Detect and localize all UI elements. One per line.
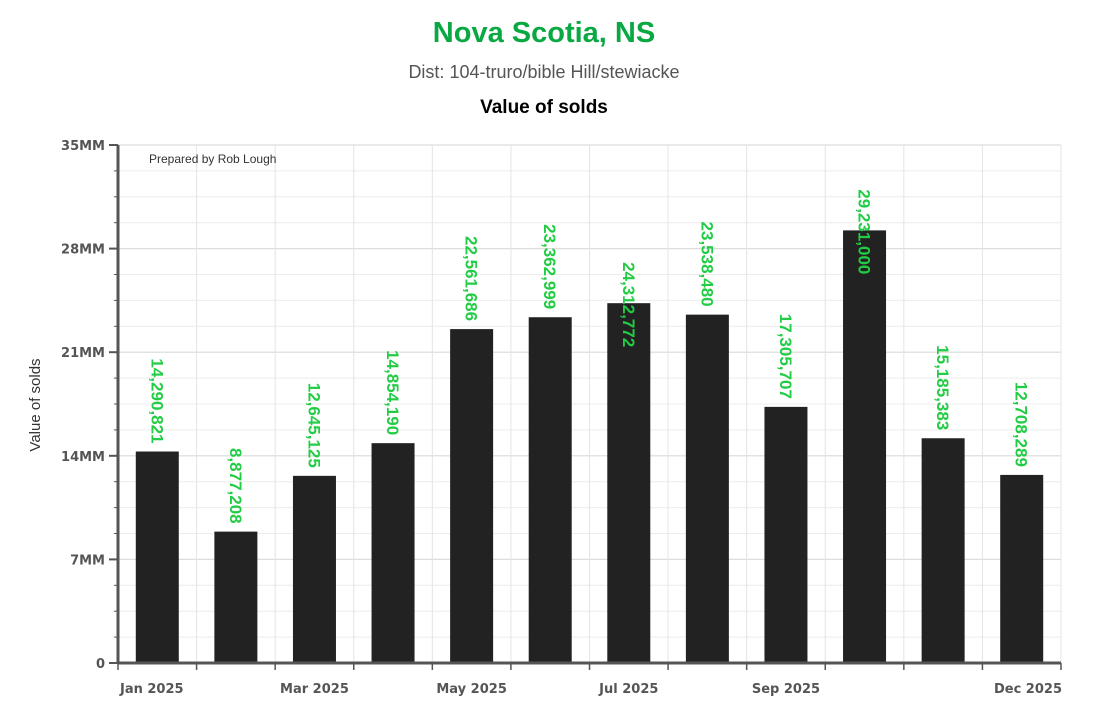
y-axis-title: Value of solds [27, 358, 44, 451]
grid [117, 144, 1062, 663]
data-labels: 14,290,821 8,877,208 12,645,125 14,854,190 2… [147, 189, 1030, 523]
data-label: 14,854,190 [383, 350, 402, 435]
bar-dec-2025 [1000, 474, 1044, 663]
x-tick-label: Jul 2025 [598, 682, 658, 697]
x-tick-label: Sep 2025 [752, 682, 820, 697]
data-label: 29,231,000 [855, 189, 874, 274]
bar-jul-2025 [607, 303, 651, 663]
tick-labels: 0 7MM 14MM 21MM 28MM 35MM Jan 2025 Mar 2025 May … [61, 139, 1062, 697]
data-label: 24,312,772 [619, 262, 638, 347]
bar-sep-2025 [764, 406, 808, 663]
y-tick-label: 7MM [70, 553, 105, 568]
bar-nov-2025 [921, 438, 965, 663]
bar-jun-2025 [528, 317, 572, 663]
y-tick-label: 21MM [61, 346, 105, 361]
y-tick-label: 28MM [61, 243, 105, 258]
data-label: 8,877,208 [226, 448, 245, 524]
chart-title: Nova Scotia, NS [433, 17, 655, 49]
data-label: 15,185,383 [933, 345, 952, 430]
bar-mar-2025 [292, 475, 336, 663]
x-tick-label: Jan 2025 [119, 682, 184, 697]
x-tick-label: Dec 2025 [994, 682, 1062, 697]
bar-may-2025 [450, 329, 494, 663]
bars [135, 230, 1044, 663]
data-label: 23,538,480 [697, 222, 716, 307]
data-label: 23,362,999 [540, 224, 559, 309]
data-label: 12,708,289 [1012, 382, 1031, 467]
data-label: 22,561,686 [462, 236, 481, 321]
bar-aug-2025 [685, 314, 729, 663]
x-tick-label: Mar 2025 [280, 682, 349, 697]
axes [109, 144, 1062, 670]
data-label: 14,290,821 [147, 358, 166, 443]
y-tick-label: 35MM [61, 139, 105, 154]
bar-oct-2025 [843, 230, 887, 663]
chart-subtitle: Dist: 104-truro/bible Hill/stewiacke [408, 62, 679, 82]
chart-caption: Value of solds [480, 97, 608, 118]
x-tick-label: May 2025 [436, 682, 507, 697]
data-label: 12,645,125 [304, 383, 323, 468]
data-label: 17,305,707 [776, 314, 795, 399]
bar-apr-2025 [371, 443, 415, 663]
y-tick-label: 14MM [61, 450, 105, 465]
bar-feb-2025 [214, 531, 258, 663]
y-tick-label: 0 [96, 657, 105, 672]
bar-jan-2025 [135, 451, 179, 663]
prepared-by-note: Prepared by Rob Lough [149, 152, 276, 166]
